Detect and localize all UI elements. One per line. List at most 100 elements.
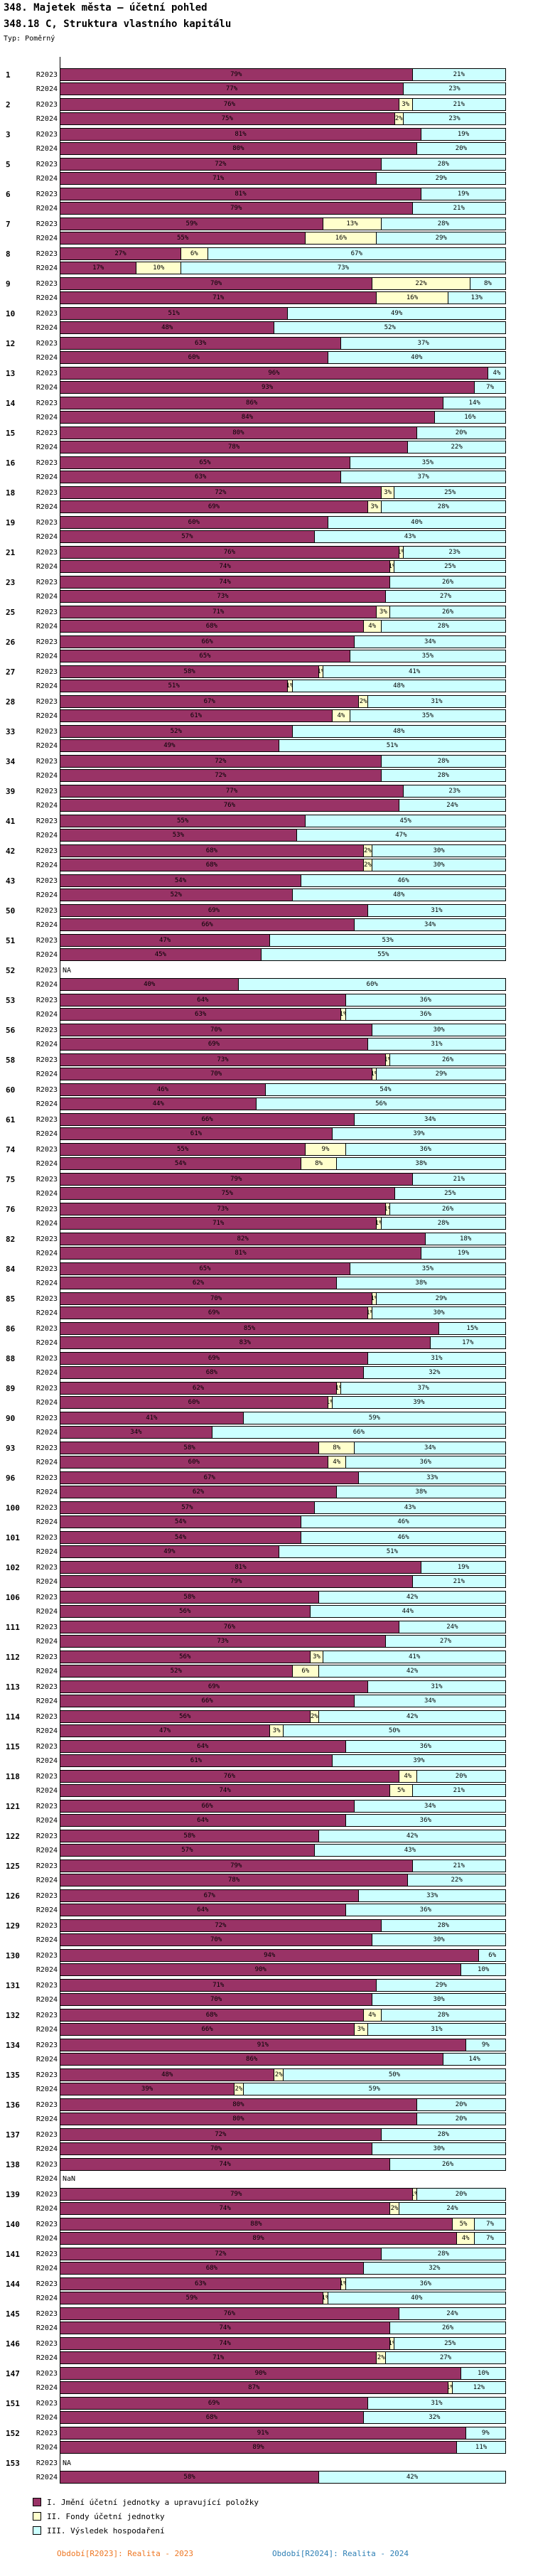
- bar-area: 59% 13% 28%: [60, 218, 506, 230]
- bar-segment-vysledek: 35%: [349, 1263, 505, 1274]
- chart-row-group: 141 R2023 72% 28% R2024 68% 32%: [0, 2248, 533, 2275]
- bar-segment-jmeni: 49%: [60, 740, 279, 751]
- segment-value-label: 56%: [179, 1608, 191, 1615]
- row-number: 88: [6, 1353, 16, 1363]
- segment-value-label: 46%: [397, 1534, 409, 1541]
- series-label: R2024: [36, 2234, 58, 2243]
- segment-value-label: 76%: [223, 802, 235, 809]
- bar-line: R2024 62% 38%: [28, 1277, 533, 1289]
- row-number: 1: [6, 70, 11, 80]
- segment-value-label: 59%: [185, 2295, 198, 2302]
- segment-value-label: 96%: [268, 370, 280, 377]
- segment-value-label: 59%: [185, 220, 198, 227]
- bar-segment-vysledek: 24%: [398, 800, 505, 811]
- bar-segment-jmeni: 75%: [60, 1188, 394, 1199]
- bar-segment-jmeni: 59%: [60, 2292, 323, 2304]
- segment-value-label: 60%: [366, 981, 378, 988]
- bar-area: 56% 44%: [60, 1605, 506, 1618]
- segment-value-label: 80%: [232, 429, 244, 436]
- series-label: R2023: [36, 100, 58, 109]
- stacked-bar: 55% 9% 36%: [60, 1143, 506, 1156]
- segment-value-label: 28%: [437, 1922, 449, 1929]
- series-label: R2023: [36, 220, 58, 228]
- row-number: 60: [6, 1085, 16, 1095]
- bar-line: R2024 86% 14%: [28, 2053, 533, 2066]
- segment-value-label: 29%: [435, 1295, 447, 1302]
- bar-segment-vysledek: 43%: [313, 1502, 505, 1513]
- segment-value-label: 80%: [232, 2115, 244, 2122]
- bar-segment-vysledek: 35%: [349, 650, 505, 662]
- stacked-bar: 47% 3% 50%: [60, 1724, 506, 1737]
- segment-value-label: 30%: [433, 1026, 445, 1034]
- bar-segment-vysledek: 21%: [411, 69, 505, 80]
- chart-rows: 1 R2023 79% 21% R2024 77% 23% 2 R2023 76% 3% 21% R20…: [0, 68, 533, 2484]
- stacked-bar: 93% 7%: [60, 381, 506, 394]
- bar-segment-vysledek: 38%: [336, 1277, 505, 1289]
- bar-line: R2024 17% 10% 73%: [28, 262, 533, 274]
- bar-segment-vysledek: 29%: [376, 173, 505, 184]
- series-label: R2024: [36, 861, 58, 869]
- bar-segment-vysledek: 21%: [411, 1860, 505, 1872]
- segment-value-label: 71%: [212, 608, 225, 616]
- bar-area: 49% 51%: [60, 1545, 506, 1558]
- row-number: 25: [6, 607, 16, 617]
- bar-segment-vysledek: 24%: [398, 2308, 505, 2319]
- bar-area: 60% 4% 36%: [60, 1456, 506, 1469]
- segment-value-label: 74%: [219, 2161, 231, 2168]
- bar-segment-jmeni: 57%: [60, 1502, 314, 1513]
- bar-segment-jmeni: 76%: [60, 2308, 399, 2319]
- chart-row-group: 151 R2023 69% 31% R2024 68% 32%: [0, 2397, 533, 2424]
- segment-value-label: 30%: [433, 2145, 445, 2152]
- stacked-bar: 54% 46%: [60, 1515, 506, 1528]
- segment-value-label: 93%: [261, 384, 274, 391]
- bar-segment-jmeni: 63%: [60, 471, 341, 483]
- bar-segment-jmeni: 89%: [60, 2233, 457, 2244]
- bar-line: R2024 73% 27%: [28, 590, 533, 603]
- segment-value-label: 25%: [444, 2340, 456, 2347]
- segment-value-label: 48%: [161, 2071, 173, 2078]
- bar-segment-fondy: 6%: [291, 1665, 319, 1677]
- bar-area: 71%1%28%: [60, 1217, 506, 1230]
- segment-value-label: 54%: [379, 1086, 392, 1093]
- bar-segment-vysledek: 29%: [376, 232, 505, 244]
- bar-segment-vysledek: 53%: [269, 935, 505, 946]
- stacked-bar: 70% 30%: [60, 1933, 506, 1946]
- series-label: R2023: [36, 1563, 58, 1572]
- bar-area: 68% 4% 28%: [60, 620, 506, 633]
- bar-line: R2024 83% 17%: [28, 1336, 533, 1349]
- segment-value-label: 23%: [448, 85, 461, 92]
- segment-value-label: 74%: [219, 2205, 231, 2212]
- bar-area: 70% 30%: [60, 2142, 506, 2155]
- bar-segment-vysledek: 22%: [407, 1874, 505, 1886]
- bar-area: 47% 3% 50%: [60, 1724, 506, 1737]
- segment-value-label: 34%: [424, 638, 436, 645]
- bar-segment-jmeni: 70%: [60, 1024, 372, 1036]
- segment-value-label: 27%: [114, 250, 126, 257]
- stacked-bar: 69%1%30%: [60, 1306, 506, 1319]
- bar-segment-jmeni: 69%: [60, 1681, 367, 1692]
- bar-segment-jmeni: 66%: [60, 1800, 355, 1812]
- bar-segment-fondy: 1%: [447, 2382, 452, 2393]
- bar-segment-vysledek: 27%: [384, 1636, 505, 1647]
- segment-value-label: 82%: [237, 1235, 249, 1243]
- row-lines: R2023 47% 53% R2024 45% 55%: [28, 934, 533, 961]
- bar-line: R2023 54% 46%: [28, 1531, 533, 1544]
- bar-area: 78% 22%: [60, 1874, 506, 1887]
- bar-segment-jmeni: 74%: [60, 2203, 390, 2214]
- stacked-bar: 60% 4% 36%: [60, 1456, 506, 1469]
- segment-value-label: 48%: [161, 324, 173, 331]
- bar-segment-jmeni: 70%: [60, 1293, 372, 1304]
- bar-line: R2024 48% 52%: [28, 321, 533, 334]
- chart-row-group: 90 R2023 41% 59% R2024 34% 66%: [0, 1412, 533, 1439]
- chart-row-group: 82 R2023 82% 18% R2024 81% 19%: [0, 1233, 533, 1260]
- bar-segment-jmeni: 78%: [60, 1874, 408, 1886]
- bar-area: 46% 54%: [60, 1083, 506, 1096]
- bar-line: R2023 69% 31%: [28, 904, 533, 917]
- bar-segment-vysledek: 25%: [394, 561, 505, 572]
- bar-segment-vysledek: 39%: [331, 1755, 505, 1766]
- row-lines: R2023 69% 31% R2024 66% 34%: [28, 904, 533, 931]
- segment-value-label: 39%: [413, 1399, 425, 1406]
- row-number: 34: [6, 756, 16, 766]
- bar-area: 49% 51%: [60, 739, 506, 752]
